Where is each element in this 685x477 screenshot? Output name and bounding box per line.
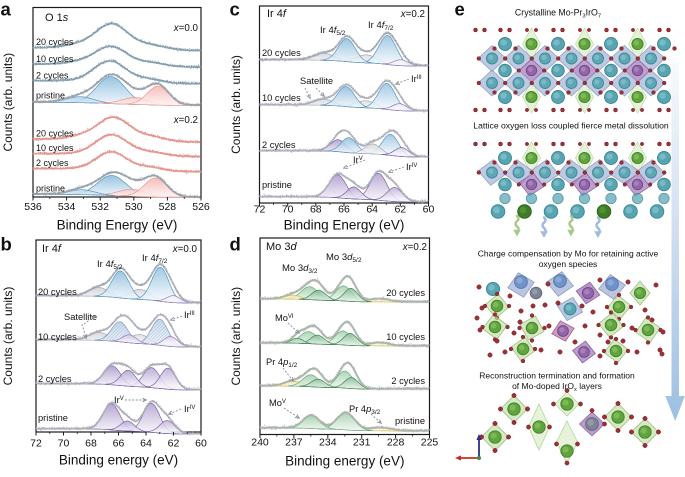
svg-text:x=0.2: x=0.2 — [402, 242, 427, 253]
svg-text:pristine: pristine — [36, 184, 65, 194]
svg-text:b: b — [1, 234, 12, 255]
svg-text:c: c — [230, 0, 240, 20]
svg-text:Ir 4f: Ir 4f — [42, 243, 62, 255]
svg-text:pristine: pristine — [38, 413, 68, 423]
svg-text:Binding energy (eV): Binding energy (eV) — [59, 453, 178, 468]
svg-text:MoVI: MoVI — [275, 313, 294, 323]
svg-text:Binding energy (eV): Binding energy (eV) — [285, 454, 404, 469]
svg-text:225: 225 — [421, 437, 439, 449]
svg-text:62: 62 — [394, 204, 406, 216]
svg-text:20 cycles: 20 cycles — [262, 48, 301, 58]
svg-text:x=0.0: x=0.0 — [173, 23, 199, 34]
svg-text:oxygen species: oxygen species — [539, 259, 598, 269]
svg-text:pristine: pristine — [395, 416, 425, 426]
svg-text:Crystalline Mo-Pr3IrO7: Crystalline Mo-Pr3IrO7 — [515, 8, 601, 20]
svg-text:MoV: MoV — [269, 398, 286, 408]
svg-text:530: 530 — [125, 201, 143, 213]
svg-text:Binding Energy (eV): Binding Energy (eV) — [284, 218, 405, 233]
svg-text:d: d — [230, 234, 241, 255]
svg-text:2 cycles: 2 cycles — [38, 374, 72, 384]
svg-text:534: 534 — [58, 201, 76, 213]
svg-text:536: 536 — [24, 201, 42, 213]
svg-text:2 cycles: 2 cycles — [262, 140, 296, 150]
svg-text:68: 68 — [85, 438, 97, 450]
svg-text:Counts (arb. units): Counts (arb. units) — [229, 55, 243, 154]
svg-text:237: 237 — [285, 437, 303, 449]
svg-text:72: 72 — [254, 204, 266, 216]
svg-text:O 1s: O 1s — [45, 12, 69, 24]
svg-text:x=0.2: x=0.2 — [400, 9, 425, 20]
svg-text:528: 528 — [159, 201, 177, 213]
svg-text:66: 66 — [113, 438, 125, 450]
svg-text:231: 231 — [353, 437, 371, 449]
svg-text:Counts (arb. units): Counts (arb. units) — [1, 53, 15, 152]
svg-text:Satellite: Satellite — [64, 312, 97, 322]
svg-text:20 cycles: 20 cycles — [36, 37, 74, 47]
svg-text:70: 70 — [282, 204, 294, 216]
svg-text:IrV: IrV — [353, 155, 363, 165]
svg-text:IrIII: IrIII — [184, 310, 195, 320]
svg-text:pristine: pristine — [262, 180, 292, 190]
svg-text:228: 228 — [387, 437, 405, 449]
svg-text:20 cycles: 20 cycles — [36, 129, 74, 139]
svg-text:2 cycles: 2 cycles — [391, 376, 425, 386]
svg-text:2 cycles: 2 cycles — [36, 158, 69, 168]
svg-text:Lattice oxygen loss coupled fi: Lattice oxygen loss coupled fierce metal… — [473, 121, 669, 131]
svg-text:70: 70 — [58, 438, 70, 450]
svg-text:IrV: IrV — [114, 395, 124, 405]
svg-text:66: 66 — [338, 204, 350, 216]
svg-text:Counts (arb. units): Counts (arb. units) — [229, 287, 243, 386]
svg-text:IrIII: IrIII — [411, 74, 422, 84]
svg-text:64: 64 — [366, 204, 378, 216]
svg-text:Charge compensation by Mo for: Charge compensation by Mo for retaining … — [478, 249, 659, 259]
svg-text:62: 62 — [168, 438, 180, 450]
svg-text:IrIV: IrIV — [406, 162, 417, 172]
svg-text:x=0.0: x=0.0 — [172, 244, 198, 255]
svg-text:10 cycles: 10 cycles — [36, 54, 74, 64]
svg-text:pristine: pristine — [36, 91, 65, 101]
svg-text:60: 60 — [195, 438, 207, 450]
svg-text:20 cycles: 20 cycles — [386, 288, 425, 298]
svg-text:526: 526 — [192, 201, 210, 213]
svg-text:10 cycles: 10 cycles — [38, 332, 77, 342]
svg-text:a: a — [1, 0, 12, 20]
svg-text:Reconstruction termination and: Reconstruction termination and formation — [479, 371, 635, 381]
svg-text:Binding Energy (eV): Binding Energy (eV) — [57, 218, 178, 233]
svg-text:20 cycles: 20 cycles — [38, 287, 77, 297]
svg-text:Mo 3d: Mo 3d — [266, 241, 297, 253]
svg-text:10 cycles: 10 cycles — [386, 332, 425, 342]
svg-text:x=0.2: x=0.2 — [173, 115, 198, 126]
svg-text:64: 64 — [140, 438, 152, 450]
svg-text:72: 72 — [30, 438, 42, 450]
svg-text:234: 234 — [319, 437, 337, 449]
svg-text:IrIV: IrIV — [184, 404, 195, 414]
svg-text:240: 240 — [251, 437, 269, 449]
svg-text:Counts (arb. units): Counts (arb. units) — [1, 287, 15, 386]
svg-text:532: 532 — [91, 201, 109, 213]
svg-text:2 cycles: 2 cycles — [36, 71, 69, 81]
svg-text:10 cycles: 10 cycles — [36, 143, 74, 153]
svg-text:60: 60 — [423, 204, 435, 216]
svg-text:10 cycles: 10 cycles — [262, 93, 301, 103]
svg-text:e: e — [455, 0, 465, 20]
svg-text:68: 68 — [310, 204, 322, 216]
svg-text:of Mo-doped IrOx layers: of Mo-doped IrOx layers — [512, 381, 602, 393]
svg-text:Ir 4f: Ir 4f — [267, 8, 287, 20]
svg-text:Satellite: Satellite — [300, 76, 333, 86]
